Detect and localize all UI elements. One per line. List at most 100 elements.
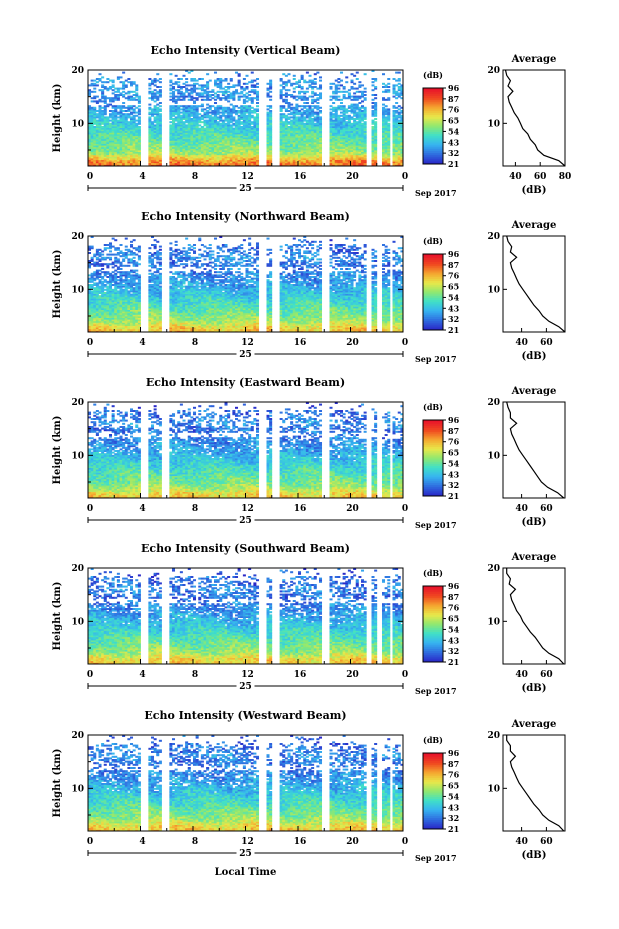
heatmap-cell [148,158,152,160]
heatmap-cell [287,94,291,96]
heatmap-cell [130,108,134,111]
heatmap-cell [287,161,291,164]
heatmap-cell [371,119,375,122]
heatmap-cell [206,97,210,100]
heatmap-cell [227,164,231,167]
heatmap-cell [153,146,157,149]
heatmap-cell [119,250,123,253]
heatmap-cell [219,153,223,156]
x-tick-label: 12 [241,172,254,182]
heatmap-cell [172,142,176,144]
heatmap-cell [179,116,183,119]
heatmap-cell [269,98,273,101]
heatmap-cell [179,95,183,98]
heatmap-cell [88,143,92,146]
heatmap-cell [206,134,210,136]
heatmap-cell [295,121,299,124]
colorbar-tick-label: 43 [448,137,460,147]
heatmap-cell [290,122,294,125]
heatmap-cell [235,156,239,159]
heatmap-cell [206,142,210,144]
heatmap-cell [130,118,134,120]
heatmap-cell [185,135,189,138]
heatmap-cell [295,127,299,130]
heatmap-cell [216,113,220,116]
heatmap-cell [158,124,162,127]
heatmap-cell [172,134,176,136]
heatmap-cell [311,124,315,127]
heatmap-cell [172,94,176,96]
heatmap-cell [397,82,401,85]
heatmap-cell [216,84,220,87]
heatmap-cell [345,90,349,93]
heatmap-cell [174,122,178,125]
heatmap-cell [172,95,176,98]
heatmap-cell [90,135,94,138]
heatmap-cell [240,90,244,93]
colorbar-tick-label: 54 [448,126,460,136]
heatmap-cell [111,127,115,130]
heatmap-cell [298,121,302,124]
heatmap-cell [109,272,113,275]
heatmap-cell [248,90,252,93]
heatmap-cell [135,122,139,125]
heatmap-cell [93,153,97,156]
heatmap-cell [397,119,401,122]
heatmap-cell [203,156,207,159]
heatmap-cell [172,97,176,100]
heatmap-cell [98,295,102,298]
heatmap-cell [124,164,128,167]
heatmap-cell [88,148,92,151]
heatmap-cell [361,84,365,87]
heatmap-cell [174,130,178,133]
heatmap-cell [93,287,97,290]
heatmap-cell [174,156,178,159]
heatmap-cell [229,113,233,116]
heatmap-cell [308,114,312,117]
heatmap-cell [172,148,176,151]
heatmap-cell [179,132,183,135]
heatmap-cell [174,118,178,120]
heatmap-cell [200,89,204,92]
heatmap-cell [229,110,233,112]
heatmap-cell [182,126,186,128]
heatmap-cell [350,122,354,125]
heatmap-cell [90,256,94,259]
heatmap-cell [151,113,155,116]
heatmap-cell [124,135,128,138]
heatmap-cell [253,143,257,146]
heatmap-cell [256,118,260,120]
heatmap-cell [187,135,191,138]
heatmap-cell [148,132,152,135]
heatmap-cell [308,158,312,160]
heatmap-cell [305,124,309,127]
heatmap-cell [224,122,228,125]
heatmap-cell [248,126,252,128]
heatmap-cell [287,153,291,156]
heatmap-cell [279,108,283,111]
heatmap-cell [240,127,244,130]
heatmap-cell [187,145,191,148]
heatmap-cell [235,135,239,138]
heatmap-cell [256,90,260,93]
heatmap-cell [119,135,123,138]
heatmap-cell [316,87,320,90]
heatmap-cell [103,135,107,138]
heatmap-cell [298,97,302,100]
heatmap-cell [169,127,173,130]
heatmap-cell [156,159,160,162]
heatmap-cell [229,161,233,164]
heatmap-cell [185,146,189,149]
heatmap-cell [245,92,249,95]
heatmap-cell [290,161,294,164]
heatmap-cell [282,161,286,164]
heatmap-cell [248,161,252,164]
heatmap-cell [179,146,183,149]
heatmap-cell [185,130,189,133]
heatmap-cell [256,98,260,101]
heatmap-cell [221,126,225,128]
heatmap-cell [240,122,244,125]
heatmap-cell [153,143,157,146]
heatmap-cell [109,137,113,140]
heatmap-cell [153,111,157,114]
